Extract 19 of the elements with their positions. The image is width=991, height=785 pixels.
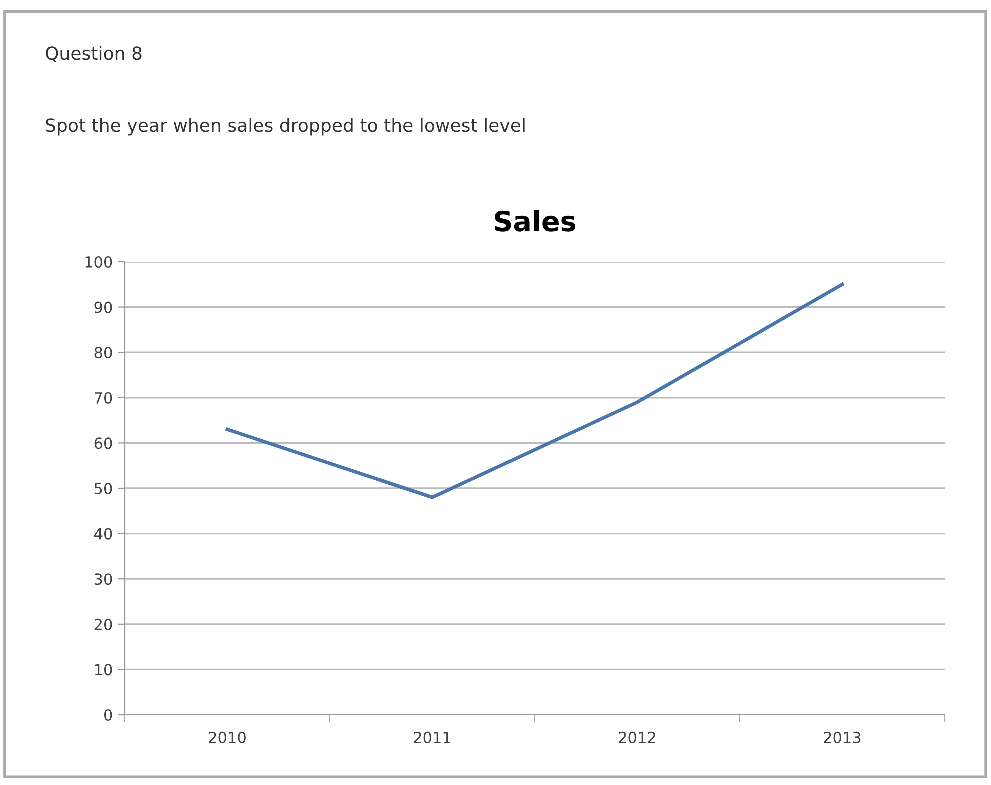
x-tick-label: 2013 bbox=[824, 732, 861, 744]
y-tick-label: 100 bbox=[86, 256, 112, 268]
x-tick-label: 2012 bbox=[619, 732, 656, 744]
y-tick-label: 30 bbox=[94, 574, 112, 586]
y-tick-label: 10 bbox=[95, 664, 112, 676]
y-tick-label: 0 bbox=[104, 709, 112, 722]
y-tick-label: 40 bbox=[94, 528, 112, 540]
y-tick-label: 60 bbox=[94, 438, 112, 450]
text: Question 8 bbox=[46, 46, 142, 62]
y-tick-label: 70 bbox=[95, 392, 112, 404]
line-series bbox=[226, 282, 844, 500]
y-tick-label: 50 bbox=[94, 482, 112, 495]
text: Spot the year when sales dropped to the lowest level bbox=[46, 118, 525, 136]
y-tick-label: 20 bbox=[94, 618, 112, 630]
x-tick-label: 2011 bbox=[414, 732, 451, 744]
y-tick-label: 80 bbox=[94, 347, 112, 359]
chart-title: Sales bbox=[495, 210, 576, 232]
y-tick-label: 90 bbox=[94, 302, 112, 314]
x-tick-label: 2010 bbox=[209, 732, 246, 744]
